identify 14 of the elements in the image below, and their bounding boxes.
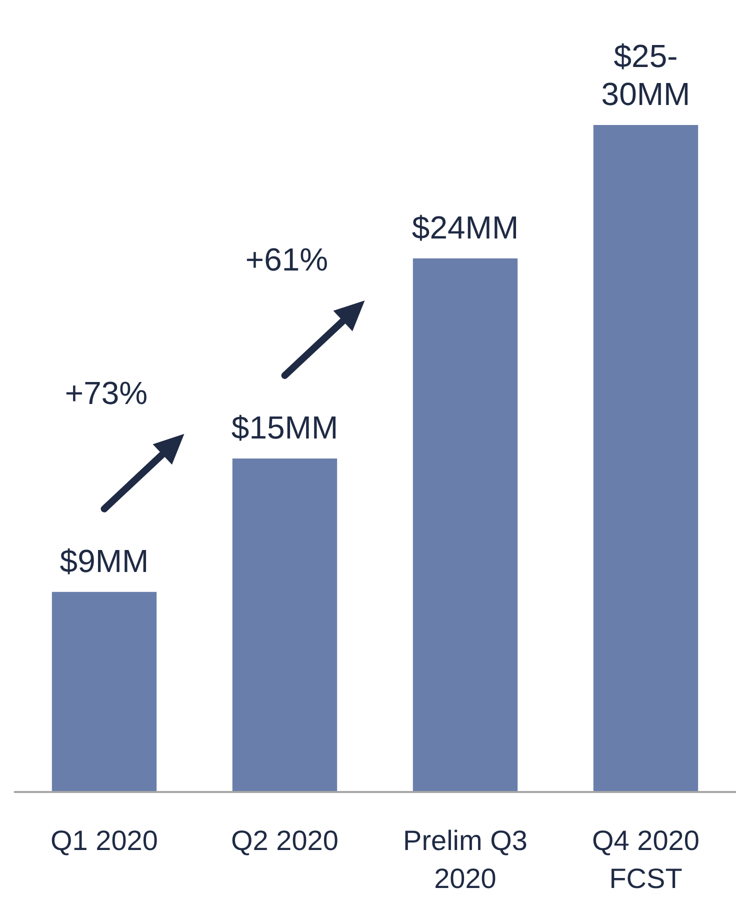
x-tick-label: Q4 2020 FCST <box>592 825 700 894</box>
data-label: $25-30MM <box>601 38 690 112</box>
annotation: +61% <box>245 242 328 278</box>
bar <box>52 592 157 792</box>
data-label: $15MM <box>231 410 338 446</box>
x-tick-label: Prelim Q3 2020 <box>403 825 528 894</box>
annotation: +73% <box>64 374 148 411</box>
bar <box>232 458 338 792</box>
bar <box>412 258 518 792</box>
x-tick-label: Q1 2020 <box>50 825 158 856</box>
data-label: $24MM <box>412 209 519 246</box>
bar <box>593 125 698 792</box>
data-label: $9MM <box>60 542 149 579</box>
x-tick-label: Q2 2020 <box>231 825 338 856</box>
